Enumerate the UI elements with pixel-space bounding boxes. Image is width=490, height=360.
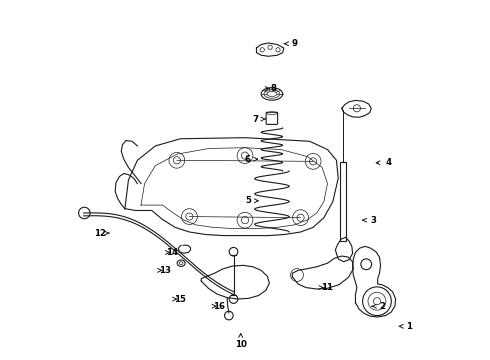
Text: 4: 4	[385, 158, 392, 167]
Text: 3: 3	[370, 216, 376, 225]
Text: 14: 14	[167, 248, 179, 257]
Text: 10: 10	[235, 340, 246, 349]
Text: 2: 2	[379, 302, 385, 311]
Text: 5: 5	[245, 196, 251, 205]
Text: 13: 13	[159, 266, 171, 275]
Text: 9: 9	[292, 39, 297, 48]
Text: 6: 6	[245, 155, 251, 164]
Text: 8: 8	[270, 84, 277, 93]
Text: 12: 12	[94, 229, 106, 238]
Text: 11: 11	[321, 283, 334, 292]
Text: 16: 16	[213, 302, 225, 311]
Text: 15: 15	[174, 294, 186, 303]
Text: 1: 1	[406, 322, 412, 331]
Text: 7: 7	[253, 114, 259, 123]
